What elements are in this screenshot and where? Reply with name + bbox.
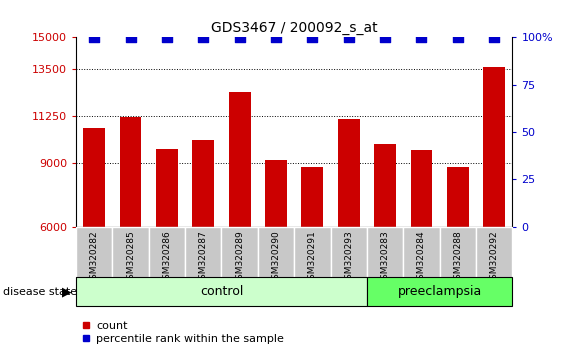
- Point: [417, 34, 426, 40]
- Text: GSM320290: GSM320290: [271, 231, 280, 285]
- Bar: [476, 227, 512, 278]
- Text: GSM320286: GSM320286: [162, 231, 171, 285]
- Text: control: control: [200, 285, 243, 298]
- Bar: [83, 128, 105, 227]
- Text: preeclampsia: preeclampsia: [397, 285, 482, 298]
- Bar: [483, 67, 505, 227]
- Bar: [221, 227, 258, 278]
- Bar: [447, 167, 468, 227]
- Bar: [76, 227, 113, 278]
- Bar: [120, 117, 141, 227]
- Text: GSM320293: GSM320293: [344, 231, 353, 285]
- Point: [90, 34, 99, 40]
- Bar: [265, 160, 287, 227]
- Text: GSM320287: GSM320287: [199, 231, 208, 285]
- Text: ▶: ▶: [62, 285, 72, 298]
- Bar: [374, 144, 396, 227]
- Point: [381, 34, 390, 40]
- Text: GSM320292: GSM320292: [490, 231, 499, 285]
- Point: [308, 34, 317, 40]
- Bar: [301, 167, 323, 227]
- Bar: [403, 227, 440, 278]
- Bar: [367, 277, 512, 306]
- Point: [199, 34, 208, 40]
- Point: [344, 34, 353, 40]
- Point: [162, 34, 171, 40]
- Bar: [338, 119, 360, 227]
- Bar: [113, 227, 149, 278]
- Text: GSM320289: GSM320289: [235, 231, 244, 285]
- Text: disease state: disease state: [3, 287, 77, 297]
- Bar: [410, 150, 432, 227]
- Bar: [229, 92, 251, 227]
- Text: GSM320284: GSM320284: [417, 231, 426, 285]
- Text: GSM320288: GSM320288: [453, 231, 462, 285]
- Bar: [367, 227, 403, 278]
- Bar: [330, 227, 367, 278]
- Point: [126, 34, 135, 40]
- Bar: [156, 149, 178, 227]
- Point: [490, 34, 499, 40]
- Bar: [258, 227, 294, 278]
- Title: GDS3467 / 200092_s_at: GDS3467 / 200092_s_at: [211, 21, 377, 35]
- Text: GSM320285: GSM320285: [126, 231, 135, 285]
- Bar: [440, 227, 476, 278]
- Bar: [294, 227, 330, 278]
- Bar: [149, 227, 185, 278]
- Bar: [193, 140, 214, 227]
- Text: GSM320291: GSM320291: [308, 231, 317, 285]
- Bar: [76, 277, 367, 306]
- Point: [453, 34, 462, 40]
- Point: [271, 34, 280, 40]
- Text: GSM320283: GSM320283: [381, 231, 390, 285]
- Legend: count, percentile rank within the sample: count, percentile rank within the sample: [82, 321, 284, 344]
- Bar: [185, 227, 221, 278]
- Text: GSM320282: GSM320282: [90, 231, 99, 285]
- Point: [235, 34, 244, 40]
